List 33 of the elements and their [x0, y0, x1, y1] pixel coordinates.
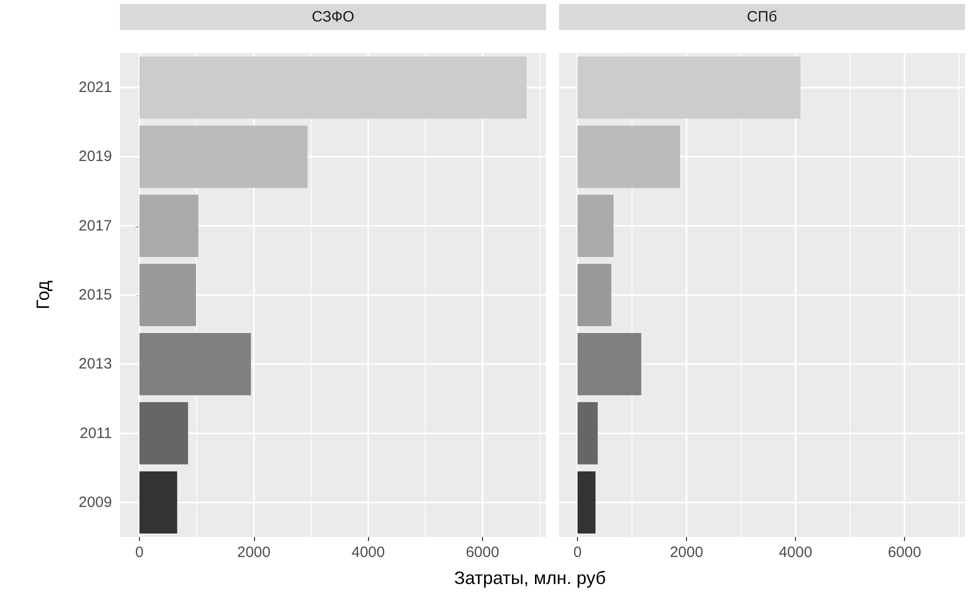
- chart-title: СЗФО: [312, 8, 354, 26]
- x-tick-label: 2000: [237, 544, 270, 561]
- bar: [139, 333, 251, 396]
- x-tick-label: 6000: [466, 544, 500, 561]
- x-tick-label: 4000: [351, 544, 385, 561]
- bar: [578, 194, 614, 257]
- y-tick-label: 2017: [78, 217, 112, 234]
- x-tick-label: 6000: [888, 544, 922, 561]
- y-tick-label: 2011: [80, 424, 112, 442]
- x-axis-title: Затраты, млн. руб: [454, 568, 606, 588]
- y-tick-label: 2019: [78, 148, 112, 166]
- x-tick-label: 4000: [778, 544, 812, 561]
- bar: [578, 402, 598, 464]
- bar: [139, 126, 308, 188]
- chart-title: СПб: [746, 8, 778, 26]
- x-tick-label: 2000: [670, 544, 704, 561]
- bar: [578, 56, 800, 119]
- y-tick-label: 2013: [78, 356, 112, 373]
- y-axis-title: Год: [33, 280, 53, 310]
- x-tick-label: 0: [135, 544, 144, 561]
- y-tick-label: 2021: [78, 79, 112, 96]
- bar: [139, 471, 178, 534]
- bar: [139, 194, 198, 257]
- bar: [139, 402, 188, 464]
- bar: [578, 264, 612, 326]
- y-tick-label: 2015: [78, 286, 112, 304]
- x-tick-label: 0: [573, 544, 582, 561]
- bar: [578, 333, 642, 396]
- bar: [578, 126, 680, 188]
- y-tick-label: 2009: [78, 494, 112, 511]
- bar: [578, 471, 596, 534]
- bar: [139, 264, 196, 326]
- bar: [139, 56, 527, 119]
